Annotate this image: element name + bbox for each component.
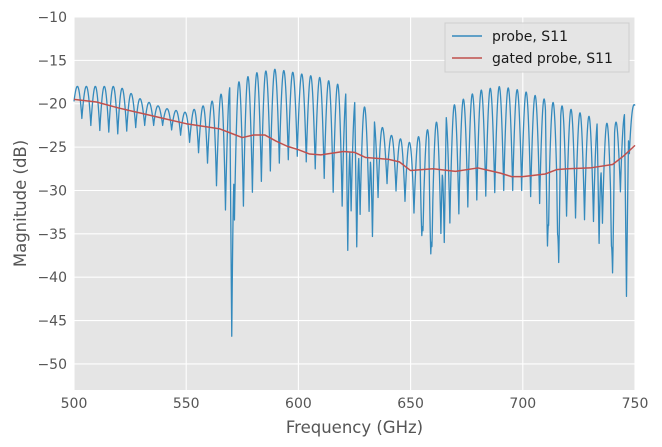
x-axis-ticks: 500 550 600 650 700 750 — [61, 396, 649, 412]
y-tick-label: −20 — [37, 97, 67, 113]
series-line-probe — [73, 68, 636, 337]
x-tick-label: 700 — [509, 396, 536, 412]
x-tick-label: 550 — [173, 396, 200, 412]
y-axis-label: Magnitude (dB) — [11, 140, 30, 267]
legend-label-gated-probe: gated probe, S11 — [492, 51, 613, 67]
y-tick-label: −10 — [37, 10, 67, 26]
x-tick-label: 600 — [285, 396, 312, 412]
x-axis-label: Frequency (GHz) — [286, 418, 423, 437]
y-tick-label: −40 — [37, 270, 67, 286]
plot-lines — [73, 68, 636, 337]
x-tick-label: 750 — [622, 396, 649, 412]
legend-box — [444, 22, 630, 73]
y-tick-label: −25 — [37, 140, 67, 156]
y-tick-label: −45 — [37, 314, 67, 330]
y-tick-label: −35 — [37, 227, 67, 243]
x-tick-label: 500 — [61, 396, 88, 412]
y-tick-label: −50 — [37, 357, 67, 373]
y-tick-label: −15 — [37, 53, 67, 69]
y-axis-ticks: −50 −45 −40 −35 −30 −25 −20 −15 −10 — [37, 10, 67, 373]
y-tick-label: −30 — [37, 183, 67, 199]
x-tick-label: 650 — [397, 396, 424, 412]
series-line-gated-probe — [73, 98, 636, 178]
legend: probe, S11 gated probe, S11 — [444, 22, 630, 73]
plot-background — [74, 17, 635, 390]
legend-label-probe: probe, S11 — [492, 29, 568, 45]
